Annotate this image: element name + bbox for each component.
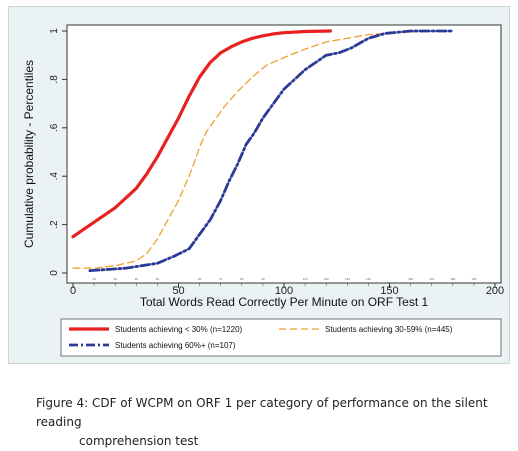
y-tick-label: .8: [49, 75, 60, 84]
x-minor-tick-label: 10: [92, 277, 96, 281]
x-minor-tick-label: 70: [219, 277, 223, 281]
caption-line-1: Figure 4: CDF of WCPM on ORF 1 per categ…: [36, 396, 488, 429]
y-tick-label: .2: [49, 220, 60, 229]
x-minor-tick-label: 80: [240, 277, 244, 281]
x-minor-tick-label: 40: [156, 277, 160, 281]
series-lines: [71, 29, 455, 272]
y-axis-title: Cumulative probability - Percentiles: [22, 60, 36, 248]
x-minor-tick-label: 180: [450, 277, 455, 281]
series-line-3: [88, 29, 455, 272]
y-tick-label: .4: [49, 172, 60, 181]
x-minor-tick-label: 170: [429, 277, 434, 281]
y-tick-label: 1: [49, 28, 60, 34]
x-tick-label: 100: [275, 285, 293, 297]
x-tick-label: 150: [380, 285, 398, 297]
x-tick-label: 200: [486, 285, 504, 297]
legend-label-3: Students achieving 60%+ (n=107): [115, 341, 236, 350]
x-tick-label: 50: [172, 285, 184, 297]
x-minor-tick-label: 20: [114, 277, 118, 281]
caption-line-2: comprehension test: [79, 434, 199, 448]
x-minor-tick-label: 90: [261, 277, 265, 281]
y-tick-label: 0: [49, 270, 60, 276]
chart-panel: 0.2.4.6.8 1 0 50 100 150 200 10 20 30 40 60 70 80 90 11…: [8, 6, 510, 364]
x-minor-tick-label: 160: [408, 277, 413, 281]
x-minor-tick-label: 140: [366, 277, 371, 281]
x-minor-tick-label: 130: [345, 277, 350, 281]
legend: Students achieving < 30% (n=1220) Student…: [69, 325, 453, 350]
series-line-1: [71, 29, 332, 239]
series-line-2: [72, 30, 443, 269]
x-axis-title: Total Words Read Correctly Per Minute on…: [140, 295, 429, 309]
x-minor-tick-label: 110: [303, 277, 308, 281]
x-minor-tick-label: 60: [198, 277, 202, 281]
legend-box: [60, 318, 502, 357]
legend-label-2: Students achieving 30-59% (n=445): [325, 325, 453, 334]
figure-caption: Figure 4: CDF of WCPM on ORF 1 per categ…: [36, 394, 506, 451]
x-minor-tick-label: 30: [135, 277, 139, 281]
x-minor-tick-label: 120: [324, 277, 329, 281]
legend-label-1: Students achieving < 30% (n=1220): [115, 325, 243, 334]
x-tick-label: 0: [70, 285, 76, 297]
plot-area: [66, 24, 502, 284]
y-tick-label: .6: [49, 123, 60, 132]
x-minor-tick-label: 190: [471, 277, 476, 281]
